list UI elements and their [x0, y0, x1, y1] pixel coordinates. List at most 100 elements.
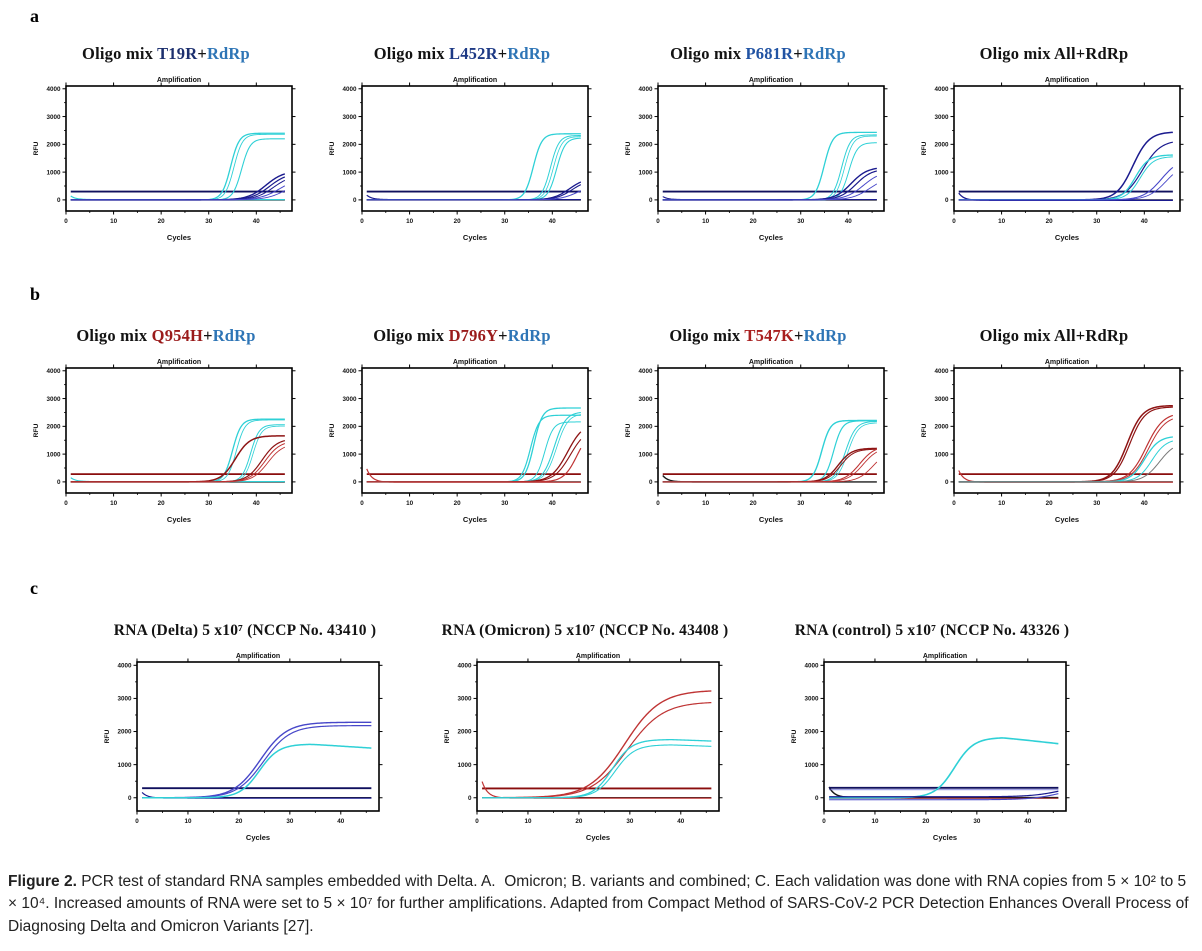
amplification-curve	[142, 743, 372, 799]
curves	[366, 133, 582, 201]
amplification-curve	[366, 468, 581, 483]
svg-text:10: 10	[406, 500, 414, 507]
plot-border	[823, 661, 1067, 812]
y-axis-label: RFU	[921, 141, 928, 155]
svg-text:10: 10	[871, 818, 879, 825]
title-segment: RNA (control) 5 x10⁷ (NCCP No. 43326 )	[794, 622, 1070, 639]
svg-text:30: 30	[205, 218, 213, 225]
svg-text:2000: 2000	[342, 424, 357, 431]
plot-title: Amplification	[923, 653, 967, 660]
amplification-curve	[481, 781, 712, 799]
svg-text:1000: 1000	[934, 169, 949, 176]
svg-text:4000: 4000	[804, 663, 819, 670]
title-segment: L452R	[449, 44, 498, 63]
svg-text:40: 40	[337, 818, 345, 825]
title-segment: RdRp	[212, 326, 256, 345]
amplification-curve	[662, 419, 877, 483]
panel-label-a: a	[30, 6, 39, 26]
y-axis-label: RFU	[444, 729, 451, 743]
figure-caption: Fligure 2. PCR test of standard RNA samp…	[8, 871, 1198, 938]
plot-border	[136, 661, 380, 812]
amplification-curve	[366, 447, 582, 483]
svg-text:10: 10	[524, 818, 532, 825]
svg-text:0: 0	[57, 197, 61, 204]
amplification-plot-b2: Amplification 0 1000 2000 3000 4000 0 10 20 30 40 R…	[326, 355, 598, 527]
svg-text:0: 0	[656, 218, 660, 225]
svg-text:3000: 3000	[934, 396, 949, 403]
svg-text:20: 20	[750, 218, 758, 225]
amplification-curve	[70, 446, 286, 483]
chart-group-c2: RNA (Omicron) 5 x10⁷ (NCCP No. 43408 ) A…	[425, 622, 745, 845]
chart-title-b1: Oligo mix Q954H+RdRp	[22, 326, 310, 346]
svg-text:20: 20	[575, 818, 583, 825]
amplification-plot-a2: Amplification 0 1000 2000 3000 4000 0 10 20 30 40 R…	[326, 73, 598, 245]
svg-text:0: 0	[64, 500, 68, 507]
amplification-curve	[662, 420, 877, 483]
title-segment: RNA (Delta) 5 x10⁷ (NCCP No. 43410 )	[113, 622, 377, 639]
plot-border	[953, 85, 1181, 212]
svg-text:4000: 4000	[934, 368, 949, 375]
svg-text:40: 40	[1141, 218, 1149, 225]
chart-title-b2: Oligo mix D796Y+RdRp	[318, 326, 606, 346]
svg-text:2000: 2000	[804, 729, 819, 736]
plot-border	[476, 661, 720, 812]
panel-label-b: b	[30, 284, 41, 304]
amplification-curve	[958, 406, 1173, 483]
title-segment: Oligo mix	[373, 44, 450, 63]
amplification-plot-a1: Amplification 0 1000 2000 3000 4000 0 10 20 30 40 R…	[30, 73, 302, 245]
svg-text:20: 20	[158, 500, 166, 507]
y-axis-label: RFU	[625, 423, 632, 437]
x-axis-label: Cycles	[933, 833, 957, 842]
amplification-curve	[142, 724, 372, 799]
y-axis-label: RFU	[625, 141, 632, 155]
chart-title-b4: Oligo mix All+RdRp	[910, 326, 1198, 346]
amplification-curve	[70, 477, 285, 483]
svg-text:40: 40	[845, 500, 853, 507]
chart-group-a1: Oligo mix T19R+RdRp Amplification 0 1000 20…	[22, 44, 310, 245]
svg-text:2000: 2000	[342, 142, 357, 149]
svg-text:2000: 2000	[638, 424, 653, 431]
chart-title-c2: RNA (Omicron) 5 x10⁷ (NCCP No. 43408 )	[425, 622, 745, 640]
x-axis-label: Cycles	[759, 515, 783, 524]
x-axis-label: Cycles	[586, 833, 610, 842]
amplification-curve	[70, 190, 286, 201]
svg-text:4000: 4000	[342, 368, 357, 375]
amplification-curve	[958, 404, 1173, 483]
curves	[141, 721, 372, 799]
svg-text:3000: 3000	[804, 696, 819, 703]
title-segment: +	[794, 326, 804, 345]
title-segment: T547K	[744, 326, 795, 345]
amplification-curve	[958, 447, 1174, 483]
svg-text:0: 0	[822, 818, 826, 825]
chart-title-a4: Oligo mix All+RdRp	[910, 44, 1198, 64]
svg-text:0: 0	[468, 795, 472, 802]
axes: 0 1000 2000 3000 4000 0 10 20 30 40	[117, 658, 383, 825]
svg-text:3000: 3000	[457, 696, 472, 703]
svg-text:20: 20	[235, 818, 243, 825]
svg-text:10: 10	[184, 818, 192, 825]
svg-text:0: 0	[353, 479, 357, 486]
svg-text:4000: 4000	[934, 86, 949, 93]
svg-text:4000: 4000	[117, 663, 132, 670]
svg-text:2000: 2000	[46, 142, 61, 149]
axes: 0 1000 2000 3000 4000 0 10 20 30 40	[46, 364, 296, 507]
svg-text:1000: 1000	[457, 762, 472, 769]
svg-text:3000: 3000	[934, 114, 949, 121]
y-axis-label: RFU	[791, 729, 798, 743]
svg-text:1000: 1000	[638, 451, 653, 458]
axes: 0 1000 2000 3000 4000 0 10 20 30 40	[934, 82, 1184, 225]
title-segment: Q954H	[151, 326, 204, 345]
svg-text:30: 30	[1093, 218, 1101, 225]
curves	[958, 131, 1174, 201]
svg-text:4000: 4000	[638, 368, 653, 375]
chart-group-a3: Oligo mix P681R+RdRp Amplification 0 1000 2…	[614, 44, 902, 245]
chart-title-a3: Oligo mix P681R+RdRp	[614, 44, 902, 64]
svg-text:2000: 2000	[457, 729, 472, 736]
curves	[662, 131, 878, 201]
title-segment: T19R	[157, 44, 198, 63]
amplification-curve	[482, 701, 712, 799]
svg-text:30: 30	[973, 818, 981, 825]
amplification-curve	[366, 133, 581, 201]
amplification-curve	[366, 414, 581, 483]
amplification-curve	[662, 183, 878, 201]
